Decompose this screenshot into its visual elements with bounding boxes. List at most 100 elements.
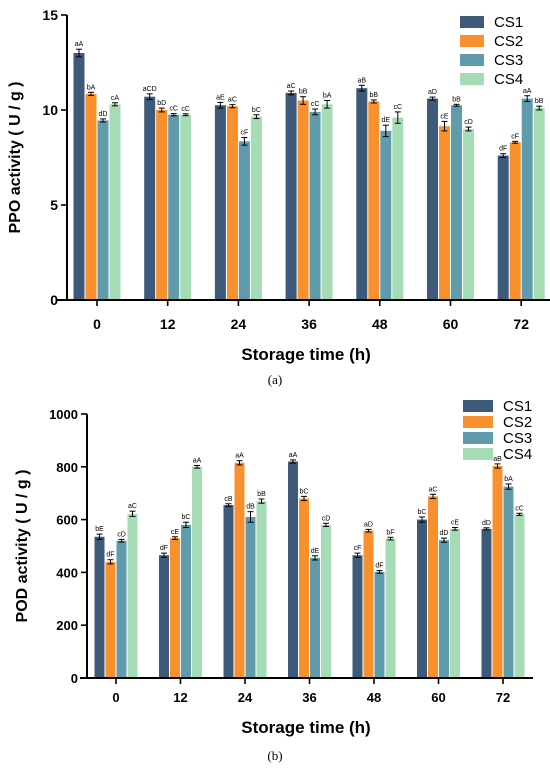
bar-cs4-72 <box>533 108 545 300</box>
bar-cs1-12 <box>144 96 156 300</box>
x-tick-label: 60 <box>443 316 459 332</box>
bar-cs2-12 <box>170 538 180 678</box>
significance-label: dD <box>482 520 491 527</box>
y-tick-label: 10 <box>42 102 58 118</box>
significance-label: dE <box>311 548 320 555</box>
bar-cs1-48 <box>352 555 363 678</box>
bar-cs4-36 <box>321 104 333 300</box>
bar-cs3-24 <box>238 141 250 300</box>
bar-cs3-36 <box>310 557 320 678</box>
significance-label: cE <box>451 520 460 527</box>
significance-label: aD <box>428 89 437 96</box>
bar-cs1-24 <box>214 105 226 300</box>
significance-label: bD <box>157 100 166 107</box>
significance-label: aC <box>128 503 137 510</box>
legend-label-cs1: CS1 <box>503 398 532 415</box>
bar-cs4-72 <box>514 514 525 678</box>
panel-label: (a) <box>268 372 282 387</box>
bar-cs1-60 <box>427 98 438 300</box>
significance-label: bB <box>370 92 379 99</box>
significance-label: cC <box>394 104 403 111</box>
bar-cs2-0 <box>85 93 97 300</box>
bar-cs2-12 <box>156 110 168 300</box>
significance-label: dF <box>375 563 383 570</box>
y-tick-label: 800 <box>56 460 78 475</box>
significance-label: cF <box>354 545 362 552</box>
bar-cs3-12 <box>168 114 180 300</box>
panel-label: (b) <box>267 748 282 763</box>
significance-label: cA <box>111 95 120 102</box>
legend-swatch-cs4 <box>463 448 493 460</box>
x-tick-label: 36 <box>302 690 316 705</box>
significance-label: aC <box>429 486 438 493</box>
significance-label: dD <box>99 111 108 118</box>
bar-cs2-60 <box>439 126 450 301</box>
bar-cs2-72 <box>492 466 503 678</box>
significance-label: cC <box>515 505 524 512</box>
significance-label: dE <box>382 117 391 124</box>
bar-cs2-24 <box>234 462 245 678</box>
bar-cs4-24 <box>256 501 267 678</box>
legend-swatch-cs1 <box>463 400 493 412</box>
significance-label: bB <box>452 96 461 103</box>
significance-label: dD <box>440 530 449 537</box>
significance-label: aA <box>193 457 202 464</box>
bar-cs2-36 <box>299 498 309 678</box>
significance-label: cC <box>311 101 320 108</box>
bar-cs3-72 <box>521 98 533 300</box>
y-tick-label: 400 <box>56 565 78 580</box>
significance-label: bC <box>418 509 427 516</box>
bar-cs3-0 <box>97 120 109 300</box>
bar-cs1-72 <box>481 528 492 678</box>
significance-label: cD <box>464 119 473 126</box>
y-tick-label: 0 <box>50 292 58 308</box>
significance-label: bE <box>95 526 104 533</box>
bar-cs4-12 <box>180 114 192 300</box>
significance-label: bA <box>323 93 332 100</box>
y-tick-label: 0 <box>71 671 78 686</box>
y-axis-title: PPO activity ( U / g ) <box>7 81 24 233</box>
bar-cs3-48 <box>374 571 385 678</box>
significance-label: bF <box>386 529 394 536</box>
significance-label: cE <box>440 113 449 120</box>
significance-label: dF <box>160 545 168 552</box>
x-tick-label: 0 <box>93 316 101 332</box>
bar-cs4-12 <box>192 466 202 678</box>
x-tick-label: 36 <box>301 316 317 332</box>
bar-cs2-60 <box>428 496 438 678</box>
bar-cs4-36 <box>321 524 331 678</box>
significance-label: aC <box>287 83 296 90</box>
bar-cs1-72 <box>497 155 509 300</box>
significance-label: aE <box>216 94 225 101</box>
bar-cs1-0 <box>94 536 105 678</box>
bar-cs2-0 <box>105 561 116 678</box>
legend-label-cs2: CS2 <box>494 33 523 50</box>
significance-label: aA <box>523 88 532 95</box>
bar-cs1-36 <box>285 92 297 301</box>
bar-cs4-0 <box>109 104 121 300</box>
significance-label: cB <box>224 496 233 503</box>
bar-cs2-48 <box>368 101 380 300</box>
legend-swatch-cs3 <box>463 432 493 444</box>
significance-label: cC <box>181 106 190 113</box>
bar-cs2-48 <box>363 530 374 678</box>
x-axis-title: Storage time (h) <box>241 718 370 737</box>
significance-label: aC <box>228 97 237 104</box>
bar-cs4-60 <box>463 129 474 300</box>
bar-cs2-72 <box>509 142 521 300</box>
legend-swatch-cs2 <box>463 416 493 428</box>
significance-label: bB <box>535 98 544 105</box>
x-tick-label: 48 <box>372 316 388 332</box>
bar-cs1-60 <box>417 519 427 678</box>
y-tick-label: 5 <box>50 197 58 213</box>
x-tick-label: 24 <box>238 690 253 705</box>
bar-cs1-0 <box>73 53 85 300</box>
significance-label: cC <box>169 106 178 113</box>
significance-label: bC <box>300 488 309 495</box>
legend-label-cs1: CS1 <box>494 14 523 31</box>
x-tick-label: 60 <box>431 690 445 705</box>
significance-label: cF <box>511 133 519 140</box>
significance-label: bA <box>87 84 96 91</box>
